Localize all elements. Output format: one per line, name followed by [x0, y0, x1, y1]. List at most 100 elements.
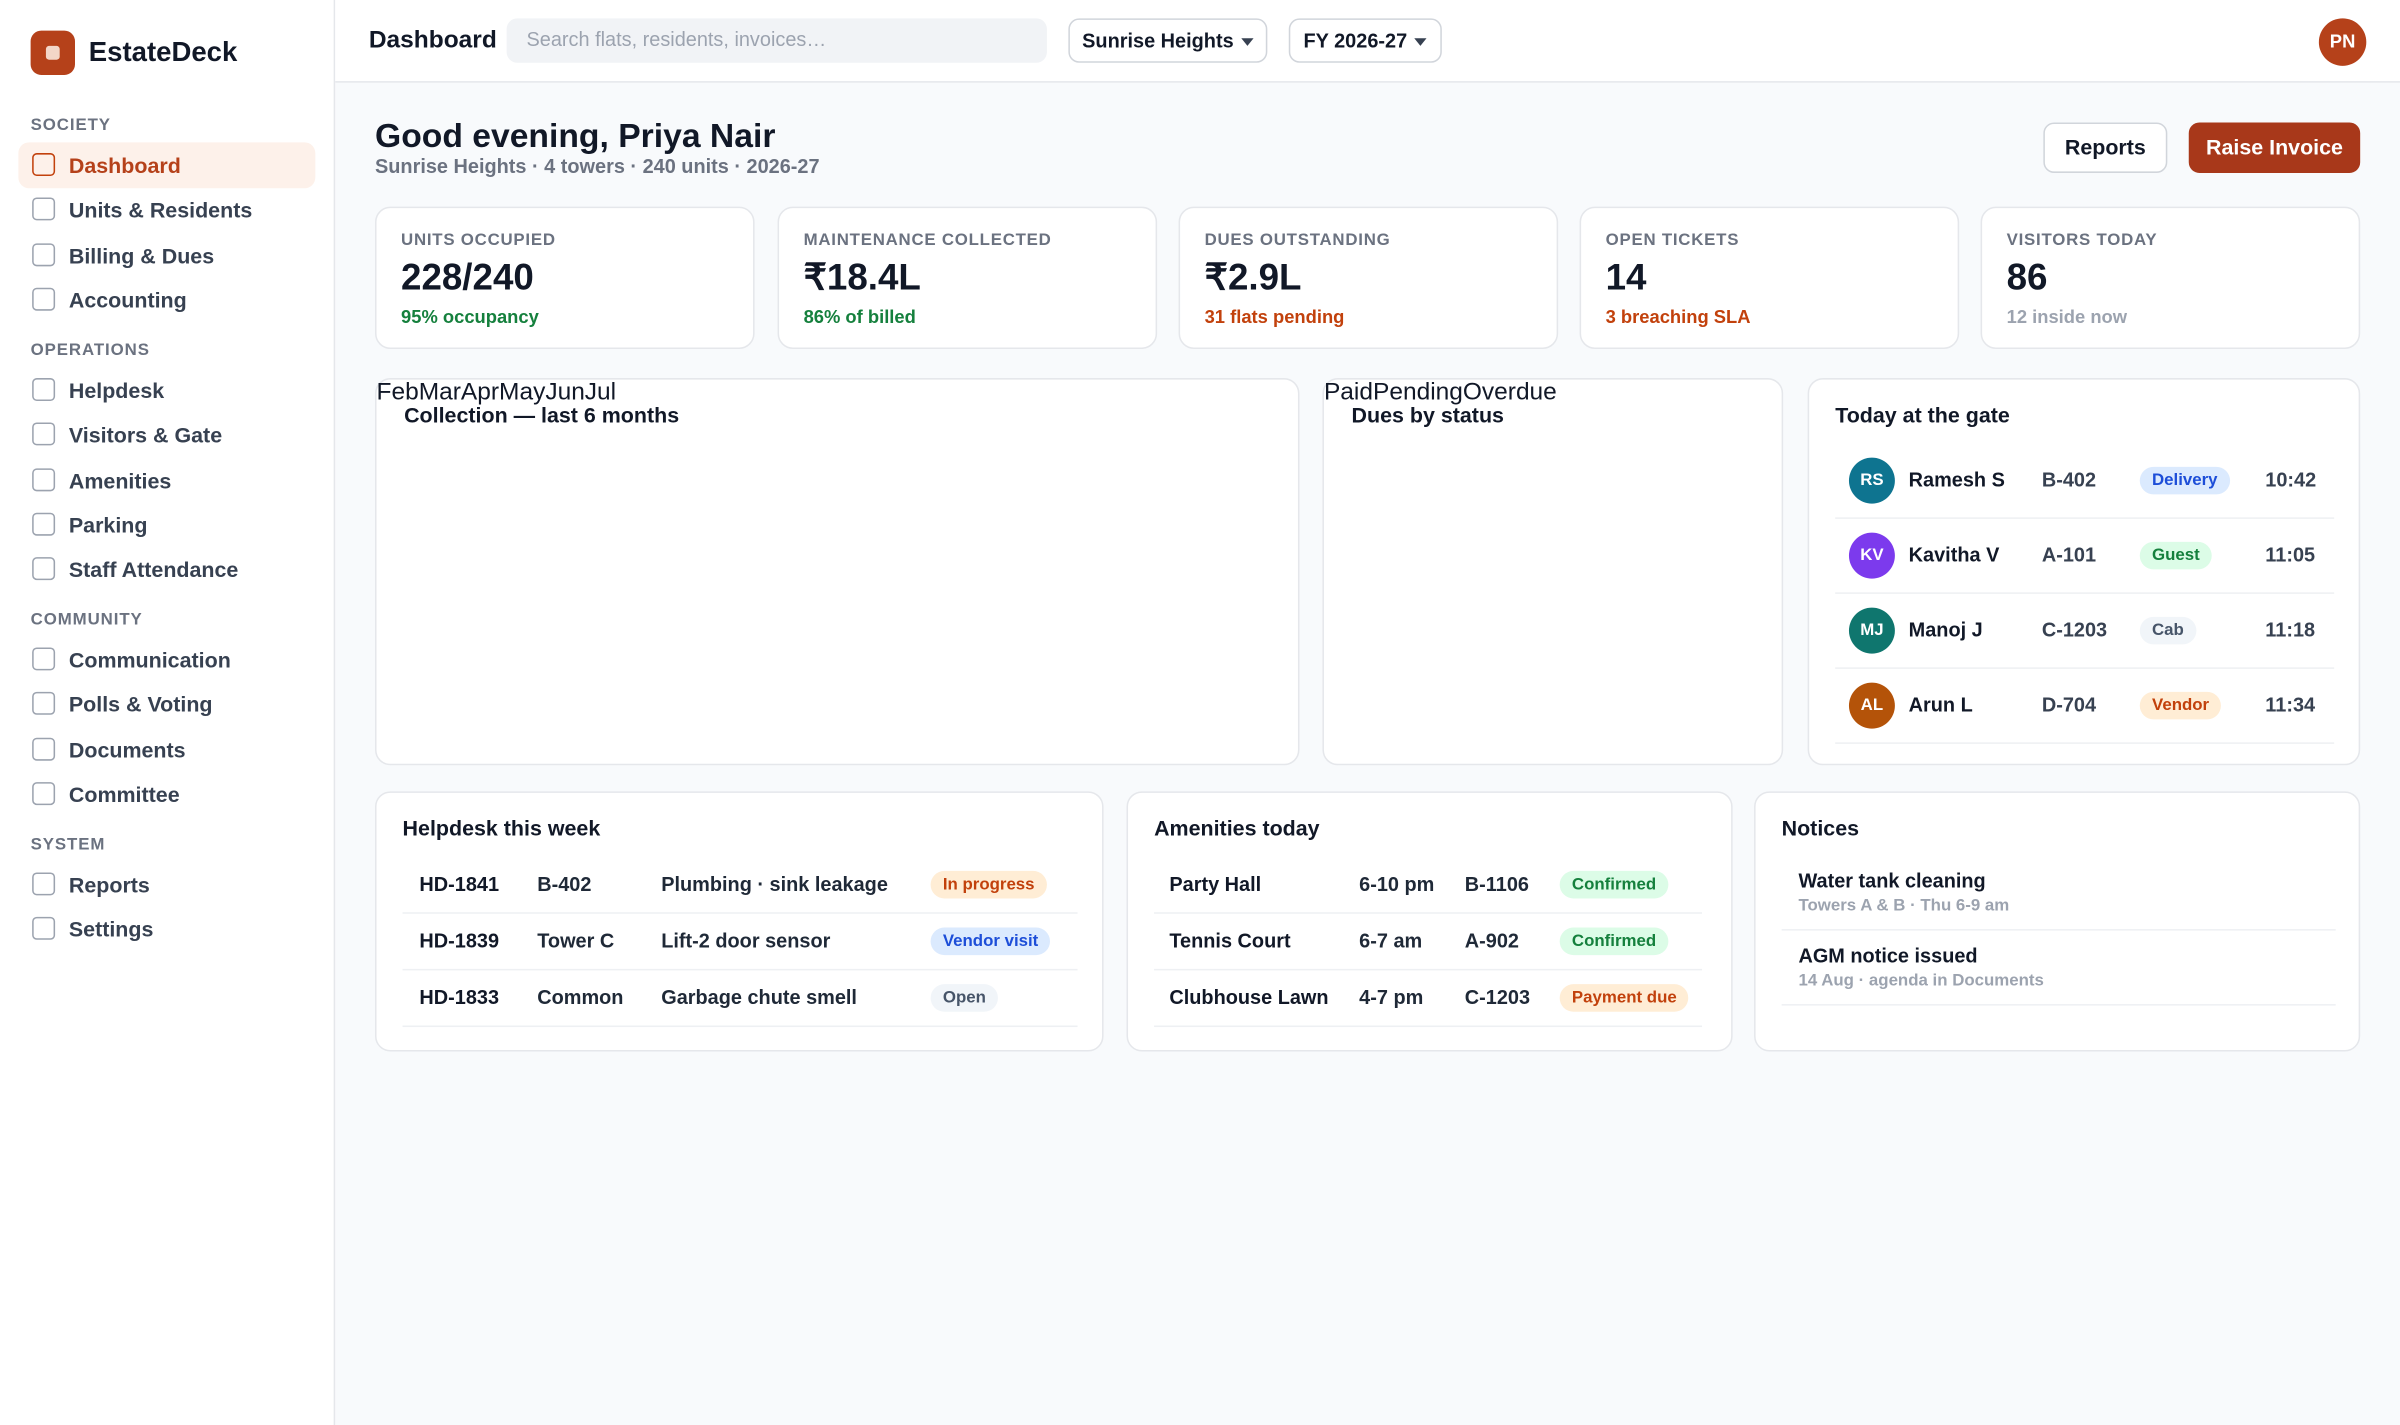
kpi-note: 3 breaching SLA: [1605, 306, 1751, 328]
table-cell: 6-10 pm: [1359, 872, 1435, 896]
kpi-card: VISITORS TODAY 86 12 inside now: [1980, 206, 2361, 349]
kpi-card: UNITS OCCUPIED 228/240 95% occupancy: [374, 206, 755, 349]
status-badge: Confirmed: [1559, 927, 1669, 956]
nav-icon: [32, 647, 56, 671]
nav-item[interactable]: Billing & Dues: [18, 232, 315, 278]
year-dropdown[interactable]: FY 2026-27: [1288, 18, 1442, 63]
nav-item[interactable]: Helpdesk: [18, 367, 315, 413]
year-label: FY 2026-27: [1303, 29, 1408, 53]
nav-item[interactable]: Units & Residents: [18, 187, 315, 233]
nav-icon: [32, 737, 56, 761]
chart-title: Dues by status: [1351, 402, 1504, 428]
visitor-type: Vendor: [2139, 691, 2222, 720]
kpi-card: MAINTENANCE COLLECTED ₹18.4L 86% of billed: [777, 206, 1158, 349]
visitor-time: 11:18: [2265, 618, 2316, 642]
nav-label: Helpdesk: [68, 377, 165, 403]
visitor-name: Kavitha V: [1908, 543, 2000, 567]
status-badge: Open: [930, 984, 999, 1012]
status-badge: Payment due: [1559, 984, 1689, 1012]
visitor-type: Cab: [2139, 616, 2197, 645]
visitor-avatar: RS: [1848, 457, 1895, 504]
x-tick-label: Jul: [584, 379, 617, 406]
chart-card: PaidPendingOverdue Dues by status: [1322, 378, 1784, 766]
table-card: Amenities today Party Hall 6-10 pm B-1106 Co…: [1126, 791, 1733, 1052]
nav-icon: [32, 287, 56, 311]
table-cell: C-1203: [1464, 985, 1531, 1009]
nav-item[interactable]: Staff Attendance: [18, 547, 315, 593]
kpi-note: 31 flats pending: [1204, 306, 1345, 328]
search-placeholder: Search flats, residents, invoices…: [526, 27, 827, 51]
nav-label: Polls & Voting: [68, 692, 213, 717]
table-cell: HD-1841: [419, 872, 500, 896]
app-name: EstateDeck: [88, 36, 238, 68]
table-cell: Party Hall: [1169, 872, 1262, 896]
chart-title: Collection — last 6 months: [404, 402, 680, 428]
nav-item[interactable]: Documents: [18, 727, 315, 773]
nav-section-label: SYSTEM: [30, 835, 106, 855]
nav-item[interactable]: Communication: [18, 637, 315, 683]
notice-detail: 14 Aug · agenda in Documents: [1798, 971, 2044, 991]
nav-icon: [32, 153, 56, 177]
kpi-card: OPEN TICKETS 14 3 breaching SLA: [1579, 206, 1960, 349]
nav-section-label: OPERATIONS: [30, 341, 150, 360]
society-name: Sunrise Heights: [1082, 29, 1234, 53]
divider: [402, 968, 1078, 971]
nav-icon: [32, 557, 56, 581]
nav-icon: [32, 377, 56, 401]
table-cell: Tower C: [537, 929, 615, 953]
table-cell: Garbage chute smell: [661, 985, 857, 1009]
nav-item[interactable]: Accounting: [18, 277, 315, 323]
nav-item[interactable]: Amenities: [18, 457, 315, 503]
card-title: Amenities today: [1154, 815, 1320, 841]
nav-label: Parking: [68, 512, 148, 537]
search-box[interactable]: Search flats, residents, invoices…: [506, 18, 1047, 63]
nav-item[interactable]: Polls & Voting: [18, 682, 315, 728]
raise-invoice-button[interactable]: Raise Invoice: [2188, 122, 2361, 173]
kpi-note: 86% of billed: [803, 306, 916, 328]
nav-icon: [32, 422, 56, 446]
visitor-avatar: MJ: [1848, 607, 1895, 654]
nav-label: Committee: [68, 782, 180, 807]
user-avatar[interactable]: PN: [2318, 18, 2367, 66]
divider: [1154, 968, 1703, 971]
divider: [402, 912, 1078, 914]
visitor-flat: A-101: [2041, 543, 2097, 567]
card-title: Today at the gate: [1835, 402, 2010, 428]
divider: [1154, 1025, 1703, 1028]
card-title: Helpdesk this week: [402, 815, 601, 841]
visitor-name: Ramesh S: [1908, 468, 2005, 492]
visitor-avatar: KV: [1848, 532, 1895, 579]
nav-item[interactable]: Visitors & Gate: [18, 412, 315, 458]
nav-label: Visitors & Gate: [68, 422, 223, 448]
table-cell: HD-1839: [419, 929, 500, 953]
visitor-time: 10:42: [2265, 468, 2317, 492]
nav-item[interactable]: Parking: [18, 502, 315, 548]
reports-button[interactable]: Reports: [2043, 122, 2168, 173]
society-dropdown[interactable]: Sunrise Heights: [1068, 18, 1268, 63]
table-cell: 4-7 pm: [1359, 985, 1424, 1009]
nav-icon: [32, 872, 56, 896]
legend-label: Overdue: [1462, 379, 1557, 406]
nav-item[interactable]: Reports: [18, 862, 315, 908]
table-cell: Plumbing · sink leakage: [661, 872, 888, 896]
nav-section-label: COMMUNITY: [30, 610, 143, 630]
logo: [30, 30, 75, 75]
divider: [1835, 742, 2335, 744]
divider: [1781, 1004, 2336, 1006]
nav-item[interactable]: Dashboard: [18, 142, 316, 189]
kpi-value: ₹2.9L: [1204, 257, 1302, 299]
nav-label: Communication: [68, 647, 231, 673]
notice-title: Water tank cleaning: [1798, 869, 1986, 893]
nav-item[interactable]: Committee: [18, 771, 315, 817]
nav-icon: [32, 782, 56, 806]
divider: [1835, 517, 2335, 519]
nav-label: Dashboard: [68, 153, 181, 178]
bar-chart: FebMarAprMayJunJul: [377, 380, 617, 408]
visitor-flat: D-704: [2041, 693, 2097, 717]
kpi-card: DUES OUTSTANDING ₹2.9L 31 flats pending: [1178, 206, 1559, 349]
divider: [402, 1025, 1078, 1028]
table-cell: B-402: [537, 872, 592, 896]
nav-item[interactable]: Settings: [18, 907, 315, 953]
kpi-label: VISITORS TODAY: [2006, 231, 2158, 250]
